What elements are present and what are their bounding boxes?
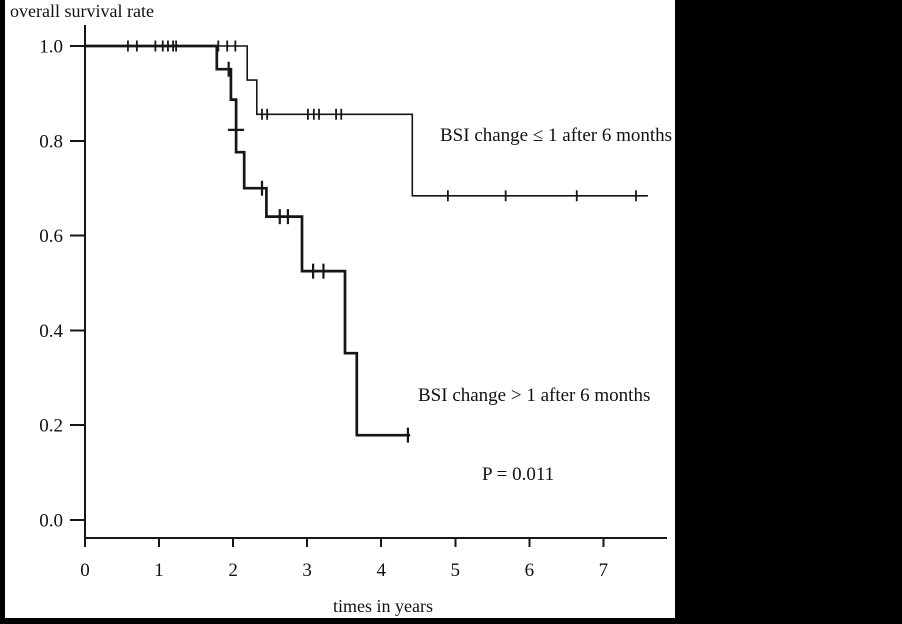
chart-title: overall survival rate	[10, 1, 154, 21]
y-tick-label-0: 1.0	[39, 37, 63, 58]
y-tick-label-4: 0.2	[39, 416, 63, 437]
y-tick-label-1: 0.8	[39, 131, 63, 152]
x-tick-label-5: 5	[451, 560, 461, 581]
x-axis-title: times in years	[333, 596, 433, 616]
letterbox-left	[0, 0, 5, 624]
series-label-bsi-le-1: BSI change ≤ 1 after 6 months	[440, 125, 673, 146]
x-tick-label-3: 3	[302, 560, 312, 581]
x-tick-label-7: 7	[599, 560, 609, 581]
y-tick-label-3: 0.4	[39, 321, 63, 342]
km-curve-bsi-le-1	[85, 45, 648, 197]
x-tick-label-6: 6	[525, 560, 535, 581]
series-label-bsi-gt-1: BSI change > 1 after 6 months	[418, 385, 651, 406]
p-value-label: P = 0.011	[482, 464, 555, 485]
x-tick-label-4: 4	[376, 560, 386, 581]
km-curve-bsi-gt-1	[85, 44, 411, 437]
y-tick-label-2: 0.6	[39, 226, 63, 247]
x-tick-label-2: 2	[228, 560, 238, 581]
x-tick-label-0: 0	[80, 560, 90, 581]
x-tick-label-1: 1	[154, 560, 164, 581]
y-tick-label-5: 0.0	[39, 511, 63, 532]
letterbox-right	[675, 0, 902, 624]
letterbox-bottom	[0, 618, 902, 624]
